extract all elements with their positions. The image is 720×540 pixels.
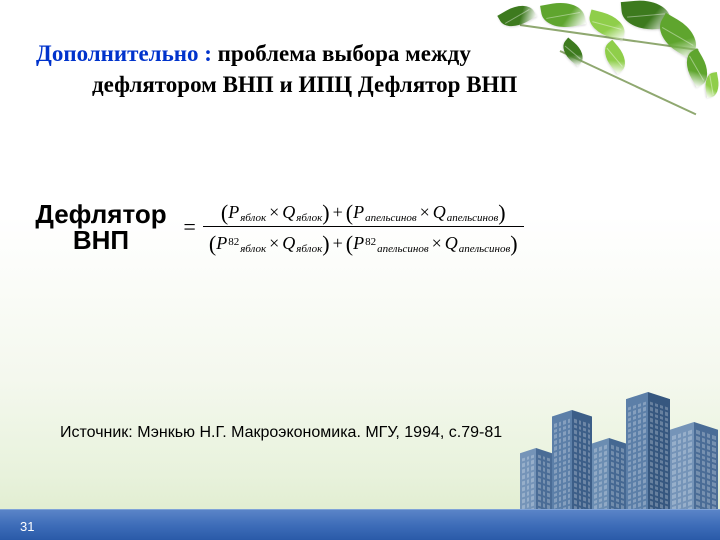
formula: Дефлятор ВНП = (Pяблок×Qяблок)+(Pапельси…	[28, 196, 700, 257]
slide-title: Дополнительно : проблема выбора между де…	[36, 38, 680, 100]
numerator: (Pяблок×Qяблок)+(Pапельсинов×Qапельсинов…	[215, 196, 512, 226]
leaf-icon	[540, 0, 586, 31]
formula-label-2: ВНП	[73, 225, 129, 255]
page-number: 31	[20, 519, 34, 534]
formula-label: Дефлятор ВНП	[28, 201, 174, 253]
slide: Дополнительно : проблема выбора между де…	[0, 0, 720, 540]
title-highlight: Дополнительно :	[36, 41, 218, 66]
source-citation: Источник: Мэнкью Н.Г. Макроэкономика. МГ…	[60, 424, 502, 442]
fraction: (Pяблок×Qяблок)+(Pапельсинов×Qапельсинов…	[203, 196, 524, 257]
bottom-bar	[0, 509, 720, 540]
leaf-icon	[497, 0, 536, 33]
title-text-2: дефлятором ВНП и ИПЦ Дефлятор ВНП	[92, 69, 517, 100]
denominator: (P82яблок×Qяблок)+(P82апельсинов×Qапельс…	[203, 227, 524, 257]
equals-sign: =	[182, 214, 197, 240]
title-text-1: проблема выбора между	[218, 41, 471, 66]
